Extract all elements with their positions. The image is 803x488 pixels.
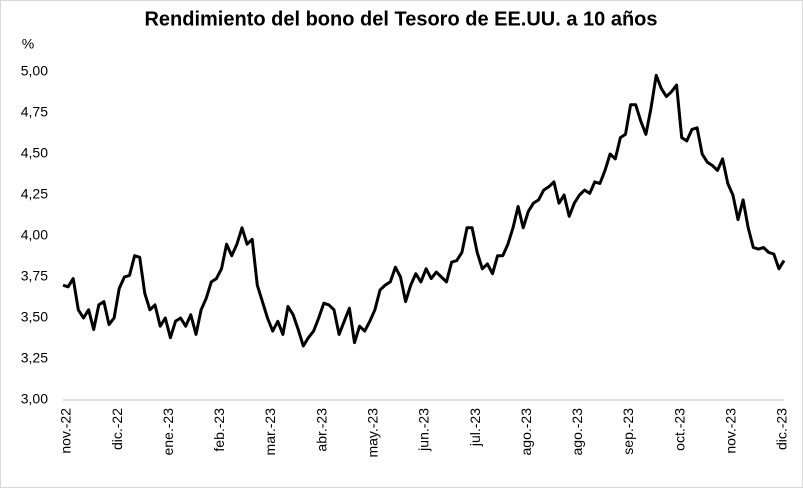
x-tick-label: jul.-23 <box>467 408 483 447</box>
x-tick-label: nov.-22 <box>58 408 74 454</box>
y-axis-label: % <box>22 36 34 52</box>
x-tick-label: ago.-23 <box>518 408 534 456</box>
x-tick-label: dic.-23 <box>774 408 790 450</box>
x-tick-label: may.-23 <box>365 408 381 458</box>
y-tick-label: 3,25 <box>21 350 48 366</box>
x-tick-label: dic.-22 <box>109 408 125 450</box>
y-tick-label: 3,50 <box>21 309 48 325</box>
y-tick-label: 3,00 <box>21 391 48 407</box>
x-tick-label: sep.-23 <box>620 408 636 455</box>
x-tick-label: ago.-23 <box>569 408 585 456</box>
chart-title: Rendimiento del bono del Tesoro de EE.UU… <box>144 8 657 30</box>
y-tick-label: 4,25 <box>21 186 48 202</box>
x-tick-label: abr.-23 <box>313 408 329 452</box>
x-tick-label: nov.-23 <box>722 408 738 454</box>
x-tick-label: jun.-23 <box>416 408 432 452</box>
y-tick-label: 4,00 <box>21 227 48 243</box>
x-tick-label: feb.-23 <box>211 408 227 452</box>
data-line <box>62 73 786 348</box>
y-tick-label: 3,75 <box>21 268 48 284</box>
x-tick-label: oct.-23 <box>671 408 687 451</box>
y-tick-label: 4,50 <box>21 145 48 161</box>
x-tick-label: ene.-23 <box>160 408 176 456</box>
y-tick-label: 4,75 <box>21 104 48 120</box>
x-tick-label: mar.-23 <box>262 408 278 456</box>
y-tick-label: 5,00 <box>21 63 48 79</box>
